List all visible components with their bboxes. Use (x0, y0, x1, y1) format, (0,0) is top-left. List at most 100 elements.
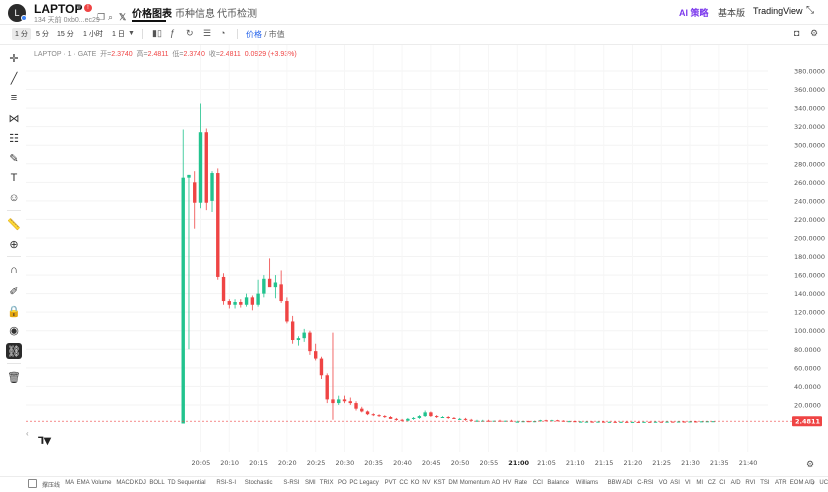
candle-body[interactable] (440, 417, 445, 419)
candle-body[interactable] (688, 421, 692, 423)
indicator-item[interactable]: MA (65, 480, 75, 486)
candle-body[interactable] (515, 421, 519, 423)
indicator-item[interactable]: BBW (607, 480, 622, 486)
candle-body[interactable] (221, 276, 226, 302)
candle-body[interactable] (463, 418, 468, 420)
candle-body[interactable] (383, 416, 387, 418)
candle-body[interactable] (671, 421, 675, 423)
candle-body[interactable] (475, 420, 479, 422)
candle-body[interactable] (181, 177, 185, 424)
candle-body[interactable] (682, 421, 687, 423)
indicator-item[interactable]: S-RSI (283, 480, 300, 486)
candle-body[interactable] (273, 282, 278, 288)
candle-body[interactable] (365, 411, 370, 415)
indicator-item[interactable]: 撑压线 (42, 483, 61, 489)
indicator-item[interactable]: VI (685, 480, 691, 486)
candle-body[interactable] (596, 421, 600, 423)
indicator-item[interactable]: UCI (819, 480, 828, 486)
fib-icon[interactable]: ☷ (9, 132, 19, 145)
candle-body[interactable] (607, 421, 612, 423)
link-icon[interactable]: ⛓ (6, 343, 22, 359)
indicator-item[interactable]: VO (658, 480, 668, 486)
candle-body[interactable] (469, 419, 473, 421)
candle-body[interactable] (711, 421, 715, 423)
candle-body[interactable] (262, 278, 266, 294)
candlestick-chart[interactable]: 380.0000 360.0000 340.0000 320.0000 300.0000… (26, 45, 828, 475)
candle-body[interactable] (676, 421, 681, 423)
candle-body[interactable] (302, 332, 306, 339)
chevron-left-icon[interactable]: ‹ (26, 429, 29, 438)
candle-body[interactable] (648, 421, 652, 423)
gear-icon[interactable]: ⚙ (806, 459, 814, 469)
indicator-item[interactable]: RSI-S-I (216, 480, 237, 486)
candle-body[interactable] (544, 420, 548, 422)
indicator-item[interactable]: TSI (760, 480, 770, 486)
eye-icon[interactable]: ◉ (9, 324, 19, 337)
candle-body[interactable] (250, 297, 255, 305)
candle-body[interactable] (555, 420, 560, 422)
candle-body[interactable] (446, 417, 450, 419)
candle-body[interactable] (406, 418, 410, 421)
candle-body[interactable] (371, 414, 375, 416)
pie-chart-icon[interactable]: ◔ (220, 28, 226, 38)
chevron-right-icon[interactable]: › (812, 478, 815, 487)
indicator-item[interactable]: EOM (789, 480, 804, 486)
indicator-item[interactable]: PVT (384, 480, 397, 486)
indicator-item[interactable]: MI (696, 480, 704, 486)
candle-body[interactable] (325, 375, 329, 400)
candle-body[interactable] (256, 293, 260, 305)
magnet-icon[interactable]: ∩ (10, 264, 18, 276)
text-icon[interactable]: T (10, 172, 18, 184)
indicator-item[interactable]: CZ (707, 480, 716, 486)
tab-price-chart[interactable]: 价格图表 (132, 9, 172, 20)
indicator-item[interactable]: TRIX (319, 480, 334, 486)
indicator-item[interactable]: KST (433, 480, 446, 486)
tradingview-button[interactable]: TradingView (753, 6, 803, 16)
indicator-item[interactable]: BOLL (149, 480, 165, 486)
list-icon[interactable]: ☰ (203, 28, 212, 38)
indicator-item[interactable]: Williams (575, 480, 599, 486)
candle-body[interactable] (434, 416, 439, 418)
candle-body[interactable] (377, 415, 381, 417)
ruler-icon[interactable]: 📏 (7, 218, 21, 231)
candle-body[interactable] (411, 417, 416, 419)
candle-body[interactable] (348, 401, 352, 404)
indicator-item[interactable]: Stochastic (244, 480, 273, 486)
brush-icon[interactable]: ✎ (9, 152, 19, 165)
indicator-item[interactable]: Balance (547, 480, 570, 486)
candle-body[interactable] (584, 421, 589, 423)
lock-icon[interactable]: 🔒 (7, 305, 21, 318)
crosshair-icon[interactable]: ✛ (9, 52, 19, 65)
chevron-down-icon[interactable]: ▼ (75, 3, 83, 12)
candle-body[interactable] (394, 418, 399, 420)
timeframe-15m[interactable]: 15 分 (57, 31, 74, 38)
candle-body[interactable] (630, 421, 635, 423)
candle-body[interactable] (532, 421, 537, 423)
candle-body[interactable] (198, 132, 203, 203)
price-toggle-option[interactable]: 价格 (246, 30, 262, 39)
candle-body[interactable] (642, 421, 646, 423)
indicator-item[interactable]: NV (422, 480, 431, 486)
candle-body[interactable] (550, 420, 554, 422)
indicator-item[interactable]: RVI (745, 480, 756, 486)
candle-body[interactable] (244, 297, 249, 305)
candle-body[interactable] (193, 182, 197, 203)
indicator-panel-icon[interactable] (28, 479, 37, 488)
indicator-item[interactable]: MACD (116, 480, 135, 486)
indicator-item[interactable]: SMI (305, 480, 316, 486)
indicator-item[interactable]: A/D (730, 480, 741, 486)
indicator-item[interactable]: PO (338, 480, 347, 486)
indicator-item[interactable]: Volume (91, 480, 112, 486)
candle-body[interactable] (227, 301, 231, 305)
candle-body[interactable] (417, 416, 422, 418)
mcap-toggle-option[interactable]: 市值 (268, 30, 285, 39)
indicator-item[interactable]: CCI (532, 480, 543, 486)
indicator-item[interactable]: Rate (514, 480, 528, 486)
pattern-icon[interactable]: ⋈ (8, 112, 20, 125)
indicator-item[interactable]: Momentum (459, 480, 490, 486)
candle-body[interactable] (267, 278, 272, 288)
candle-body[interactable] (279, 284, 283, 302)
indicator-item[interactable]: EMA (76, 480, 90, 486)
candle-body[interactable] (285, 301, 289, 322)
timeframe-1h[interactable]: 1 小时 (83, 31, 103, 38)
